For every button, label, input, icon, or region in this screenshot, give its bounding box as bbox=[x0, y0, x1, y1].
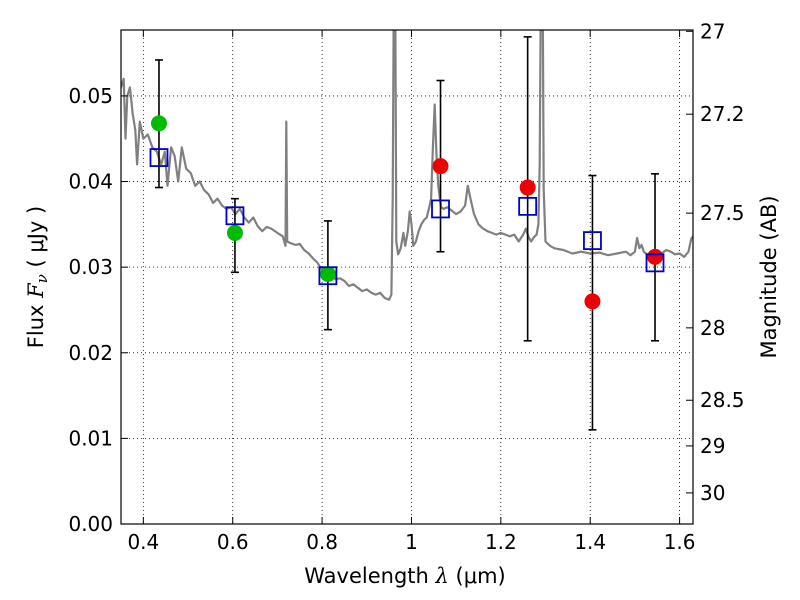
data-point-square bbox=[318, 266, 338, 286]
y2-tick-label: 27.2 bbox=[700, 102, 745, 126]
y-tick-label: 0.00 bbox=[68, 512, 113, 536]
data-point-circle bbox=[226, 224, 243, 241]
y2-tick-label: 27 bbox=[700, 19, 725, 43]
y2-tick-label: 27.5 bbox=[700, 201, 745, 225]
y-tick-label: 0.03 bbox=[68, 255, 113, 279]
y-axis: 0.00 0.01 0.02 0.03 0.04 0.05 bbox=[68, 84, 128, 536]
data-point-square bbox=[149, 148, 169, 167]
data-point-circle bbox=[432, 158, 449, 175]
data-point-square bbox=[645, 253, 665, 273]
y-tick-label: 0.02 bbox=[68, 341, 113, 365]
grid bbox=[121, 30, 693, 524]
x-tick-label: 1.4 bbox=[574, 530, 606, 554]
plot-area bbox=[121, 30, 693, 431]
y2-tick-label: 28 bbox=[700, 316, 725, 340]
data-point-circle bbox=[584, 293, 601, 310]
y-tick-label: 0.01 bbox=[68, 426, 113, 450]
x-tick-label: 1.2 bbox=[485, 530, 517, 554]
y-tick-label: 0.04 bbox=[68, 170, 113, 194]
data-point-square bbox=[431, 199, 450, 219]
y-tick-label: 0.05 bbox=[68, 84, 113, 108]
data-point-square bbox=[518, 196, 538, 216]
data-point-circle bbox=[647, 248, 664, 265]
x-tick-label: 0.8 bbox=[306, 530, 338, 554]
x-tick-label: 0.4 bbox=[127, 530, 159, 554]
y-axis-title: Flux Fν ( μJy ) bbox=[24, 206, 51, 348]
y2-tick-label: 29 bbox=[700, 434, 725, 458]
data-point-circle bbox=[319, 266, 336, 283]
y2-tick-label: 30 bbox=[700, 481, 725, 505]
model-spectrum-line bbox=[121, 30, 693, 301]
x-axis: 0.4 0.6 0.8 1 1.2 1.4 1.6 bbox=[127, 30, 696, 554]
x-tick-label: 1 bbox=[405, 530, 418, 554]
data-point-square bbox=[225, 206, 245, 226]
x-tick-label: 0.6 bbox=[217, 530, 249, 554]
y2-axis: 27 27.2 27.5 28 28.5 29 30 bbox=[686, 19, 745, 505]
data-point-circle bbox=[519, 179, 536, 196]
y2-axis-title: Magnitude (AB) bbox=[757, 195, 781, 358]
y2-tick-label: 28.5 bbox=[700, 388, 745, 412]
x-tick-label: 1.6 bbox=[664, 530, 696, 554]
x-axis-title: Wavelength λ (μm) bbox=[304, 564, 505, 588]
data-point-square bbox=[583, 231, 602, 251]
data-point-circle bbox=[150, 115, 167, 132]
plot-frame bbox=[120, 29, 694, 525]
